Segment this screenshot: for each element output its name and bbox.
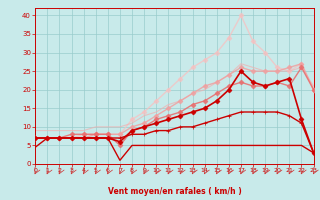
X-axis label: Vent moyen/en rafales ( km/h ): Vent moyen/en rafales ( km/h ) [108, 187, 241, 196]
